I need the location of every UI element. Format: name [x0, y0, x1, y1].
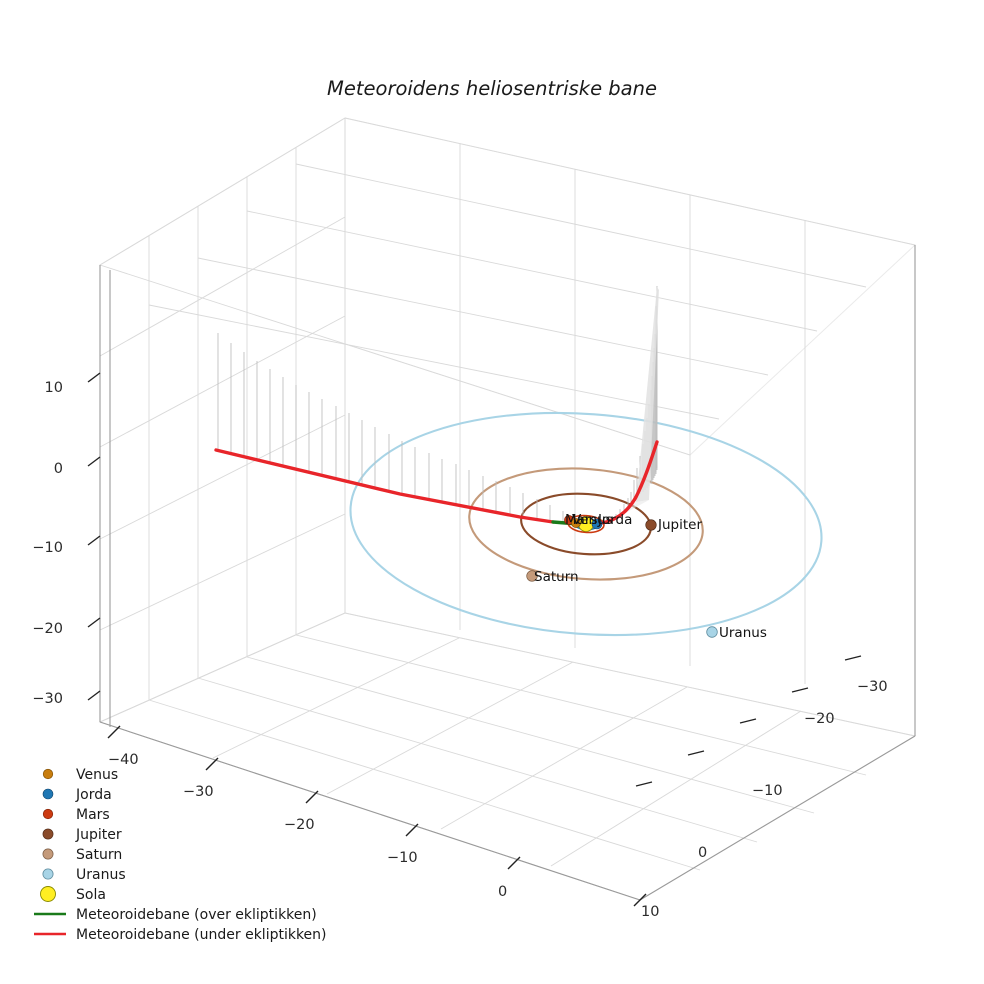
tick-label: 0: [498, 884, 507, 900]
planet-markers: [526, 515, 718, 638]
tick-label: 0: [698, 845, 707, 861]
legend-marker-uranus: [42, 868, 54, 880]
orbit-uranus: [349, 411, 823, 637]
tick-label: −40: [108, 752, 139, 768]
legend-label: Meteoroidebane (under ekliptikken): [76, 927, 327, 943]
trajectory-under-ecliptic-inbound: [214, 448, 555, 524]
planet-label-saturn: Saturn: [534, 569, 579, 585]
legend-item-orbit-over[interactable]: Meteoroidebane (over ekliptikken): [34, 907, 317, 923]
bottom-right-axis-ticklabels: −30 −20 −10 0 10: [641, 679, 888, 920]
legend-marker-mars: [42, 808, 54, 820]
tick-label: −10: [752, 783, 783, 799]
legend-item-mars[interactable]: Mars: [42, 807, 110, 823]
legend-label: Sola: [76, 887, 106, 903]
legend-item-jupiter[interactable]: Jupiter: [42, 827, 122, 843]
marker-uranus[interactable]: [706, 626, 718, 638]
tick-label: −10: [32, 540, 63, 556]
legend-marker-venus: [42, 768, 54, 780]
axes-panes: [98, 117, 917, 901]
legend-item-sola[interactable]: Sola: [40, 886, 106, 904]
tick-label: 0: [54, 461, 63, 477]
tick-label: −10: [387, 850, 418, 866]
legend-item-uranus[interactable]: Uranus: [42, 867, 126, 883]
tick-label: −20: [32, 621, 63, 637]
legend: Venus Jorda Mars Jupiter Saturn Uranus: [34, 767, 327, 943]
planet-label-mars: Mars: [565, 512, 598, 528]
marker-saturn[interactable]: [526, 570, 538, 582]
legend-label: Jupiter: [75, 827, 122, 843]
legend-label: Venus: [76, 767, 118, 783]
trajectory-under-ecliptic-outbound: [592, 440, 659, 526]
planet-label-uranus: Uranus: [719, 625, 767, 641]
legend-label: Meteoroidebane (over ekliptikken): [76, 907, 317, 923]
orbit-saturn: [468, 467, 704, 581]
vertical-axis-ticklabels: 10 0 −10 −20 −30: [32, 380, 63, 707]
page-title: Meteoroidens heliosentriske bane: [327, 77, 657, 100]
tick-label: −30: [857, 679, 888, 695]
legend-marker-saturn: [42, 848, 54, 860]
planet-label-venus: Venus: [572, 512, 613, 528]
marker-jorda[interactable]: [591, 518, 603, 530]
legend-marker-sola: [40, 886, 56, 902]
marker-jupiter[interactable]: [645, 519, 657, 531]
legend-item-saturn[interactable]: Saturn: [42, 847, 122, 863]
legend-marker-jupiter: [42, 828, 54, 840]
legend-marker-jorda: [42, 788, 54, 800]
planet-label-jupiter: Jupiter: [657, 517, 702, 533]
legend-item-jorda[interactable]: Jorda: [42, 787, 112, 803]
legend-label: Uranus: [76, 867, 126, 883]
legend-item-venus[interactable]: Venus: [42, 767, 118, 783]
axis-spines: [99, 245, 916, 901]
legend-label: Saturn: [76, 847, 122, 863]
tick-label: 10: [641, 904, 659, 920]
legend-label: Jorda: [75, 787, 112, 803]
marker-venus[interactable]: [571, 518, 581, 528]
legend-label: Mars: [76, 807, 110, 823]
tick-label: −20: [804, 711, 835, 727]
tick-label: 10: [45, 380, 63, 396]
planet-label-jorda: Jorda: [597, 512, 632, 528]
tick-label: −30: [32, 691, 63, 707]
tick-marks: [87, 372, 862, 907]
tick-label: −20: [284, 817, 315, 833]
planet-labels: Mars Venus Jorda Jupiter Saturn Uranus: [534, 512, 767, 641]
legend-item-orbit-under[interactable]: Meteoroidebane (under ekliptikken): [34, 927, 327, 943]
bottom-left-axis-ticklabels: −40 −30 −20 −10 0: [108, 752, 507, 900]
tick-label: −30: [183, 784, 214, 800]
